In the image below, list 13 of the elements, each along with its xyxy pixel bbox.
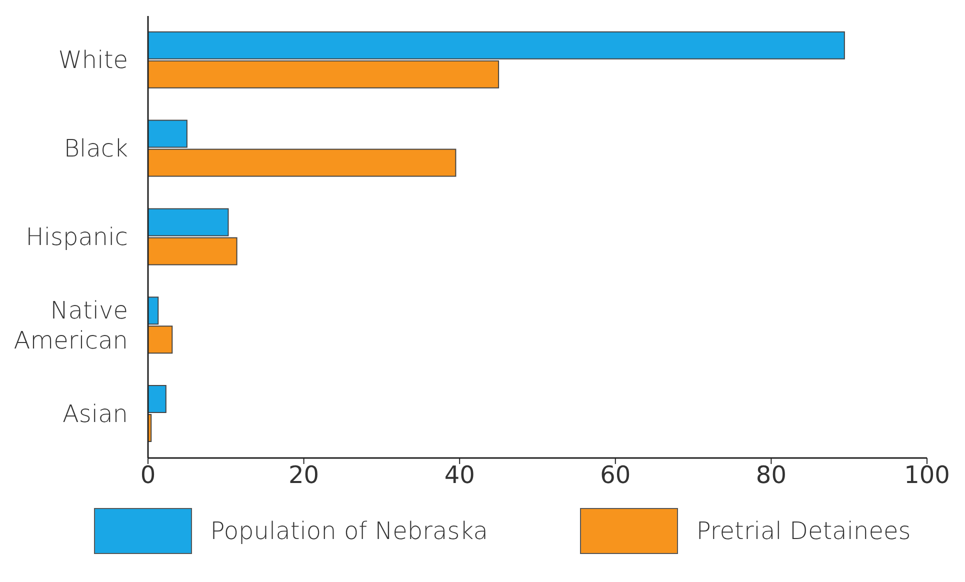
y-tick-label: Native American	[14, 296, 128, 354]
legend-label: Pretrial Detainees	[696, 517, 911, 545]
x-tick-label: 20	[288, 461, 320, 490]
x-tick-label: 80	[756, 461, 786, 490]
y-tick-label: Asian	[62, 400, 128, 428]
y-tick-label: White	[58, 46, 128, 74]
x-tick-label: 40	[444, 461, 475, 490]
legend-label: Population of Nebraska	[210, 517, 488, 545]
x-tick-label: 100	[904, 461, 950, 490]
y-tick-label: Hispanic	[26, 223, 128, 251]
x-tick-label: 60	[600, 461, 631, 490]
x-tick-label: 0	[140, 461, 156, 490]
y-tick-label: Black	[64, 134, 128, 163]
